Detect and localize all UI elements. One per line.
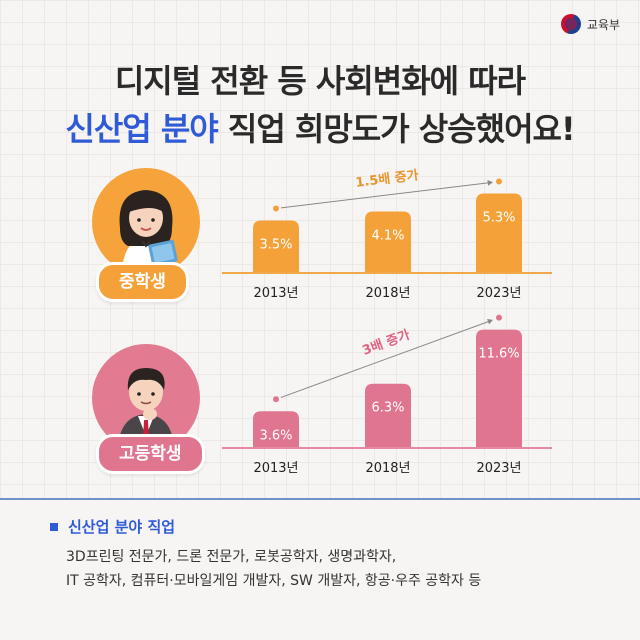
info-section: 신산업 분야 직업 3D프린팅 전문가, 드론 전문가, 로봇공학자, 생명과학…	[0, 500, 640, 640]
bar-charts: 3.5% 2013년 4.1% 2018년 5.3% 2023년 1.5배 증가 3.6% 20…	[222, 167, 552, 476]
ministry-logo: 교육부	[560, 14, 620, 34]
high-school-label: 고등학생	[96, 434, 205, 474]
info-heading: 신산업 분야 직업	[50, 516, 175, 537]
high-school-trend-start-dot	[273, 396, 279, 403]
middle-school-trend-end-dot	[496, 178, 502, 185]
bullet-square-icon	[50, 522, 58, 531]
middle-school-value-label: 5.3%	[482, 211, 515, 226]
middle-school-bar	[365, 211, 411, 273]
middle-school-category-label: 2023년	[476, 286, 521, 301]
ministry-emblem-icon	[560, 14, 581, 34]
middle-school-bar	[253, 220, 299, 273]
middle-school-value-label: 3.5%	[259, 238, 292, 253]
info-heading-text: 신산업 분야 직업	[68, 518, 176, 536]
middle-school-value-label: 4.1%	[371, 229, 404, 244]
middle-school-growth-annotation: 1.5배 증가	[355, 167, 420, 191]
middle-school-trend-start-dot	[273, 205, 279, 212]
high-school-value-label: 3.6%	[259, 428, 292, 443]
high-school-category-label: 2023년	[476, 461, 521, 476]
headline-line-2: 신산업 분야 직업 희망도가 상승했어요!	[0, 104, 640, 150]
high-school-bar	[365, 383, 411, 448]
high-school-bar	[253, 411, 299, 448]
info-line-1: 3D프린팅 전문가, 드론 전문가, 로봇공학자, 생명과학자,	[66, 549, 397, 565]
section-divider	[0, 498, 640, 500]
middle-school-label: 중학생	[96, 262, 189, 302]
ministry-name: 교육부	[586, 17, 620, 32]
high-school-category-label: 2013년	[253, 461, 298, 476]
headline-line-1: 디지털 전환 등 사회변화에 따라	[114, 62, 526, 100]
headline-highlight: 신산업 분야	[65, 110, 218, 148]
high-school-trend-line	[280, 320, 492, 398]
middle-school-bar	[476, 193, 522, 273]
headline-rest: 직업 희망도가 상승했어요!	[217, 110, 576, 148]
middle-school-trend-line	[280, 181, 492, 209]
high-school-trend-end-dot	[496, 314, 502, 321]
high-school-category-label: 2018년	[365, 461, 410, 476]
high-school-bar	[476, 329, 522, 448]
middle-school-category-label: 2013년	[253, 286, 298, 301]
high-school-growth-annotation: 3배 증가	[360, 327, 412, 359]
high-school-value-label: 11.6%	[478, 347, 519, 362]
high-school-value-label: 6.3%	[371, 401, 404, 416]
middle-school-category-label: 2018년	[365, 286, 410, 301]
high-school-trend-arrowhead-icon	[487, 318, 493, 325]
middle-school-trend-arrowhead-icon	[487, 180, 493, 186]
info-line-2: IT 공학자, 컴퓨터·모바일게임 개발자, SW 개발자, 항공·우주 공학자…	[66, 573, 482, 589]
